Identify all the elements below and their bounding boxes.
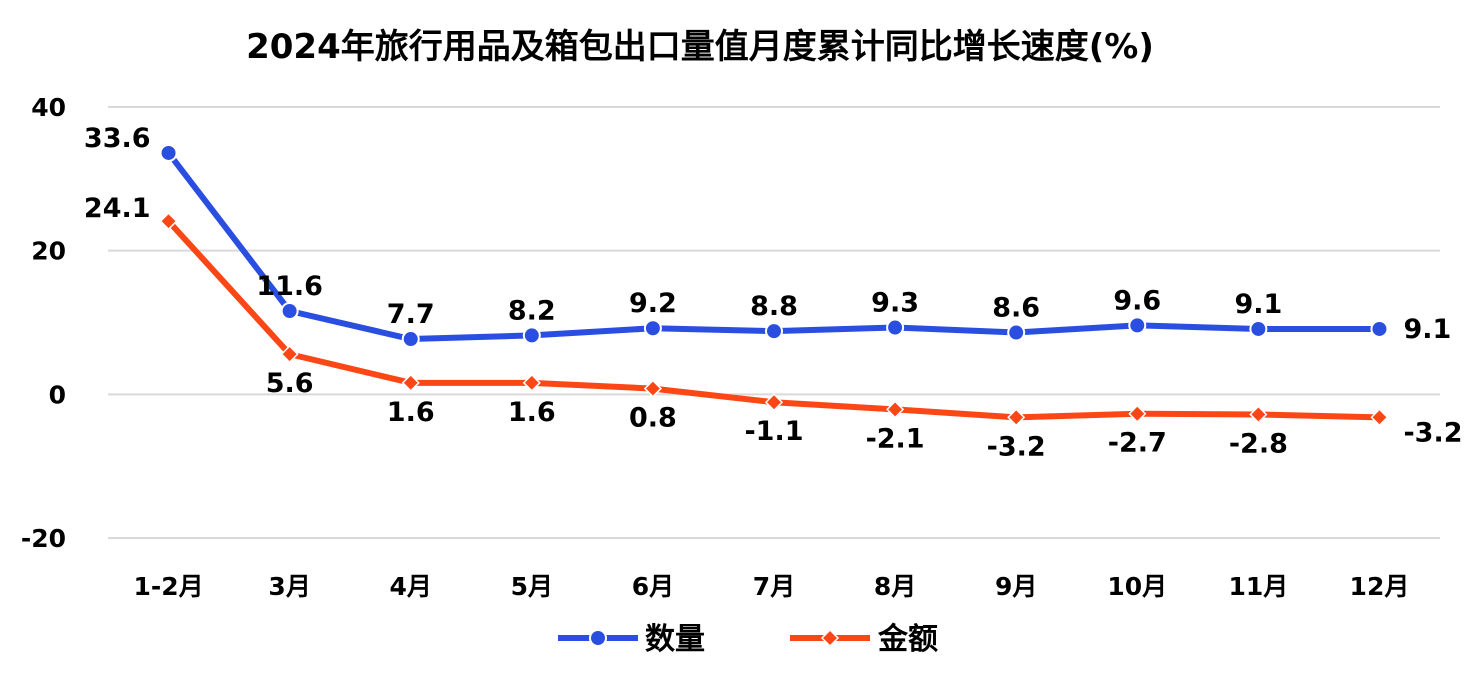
legend-marker xyxy=(589,629,607,647)
data-label: 9.3 xyxy=(871,288,919,319)
y-tick-label: 40 xyxy=(31,93,66,122)
data-point xyxy=(1370,319,1389,338)
data-point xyxy=(765,322,783,341)
data-label: 8.8 xyxy=(750,291,798,322)
data-label: 7.7 xyxy=(387,299,435,330)
x-tick-label: 3月 xyxy=(268,572,310,601)
y-tick-label: 20 xyxy=(31,237,66,266)
data-label: 11.6 xyxy=(256,271,323,302)
data-point xyxy=(1249,319,1268,338)
data-point xyxy=(886,318,905,337)
data-label: -3.2 xyxy=(1403,417,1462,448)
data-label: 9.1 xyxy=(1403,314,1451,345)
series-markers xyxy=(159,143,1389,427)
legend: 数量 金额 xyxy=(558,622,938,657)
x-tick-label: 9月 xyxy=(995,572,1037,601)
data-label: -3.2 xyxy=(987,431,1046,462)
data-point xyxy=(401,330,420,349)
data-label: 1.6 xyxy=(387,397,435,428)
data-point xyxy=(159,143,178,162)
data-label: 8.2 xyxy=(508,295,556,326)
data-point xyxy=(1007,323,1026,342)
x-tick-label: 12月 xyxy=(1350,572,1410,601)
x-tick-label: 1-2月 xyxy=(133,572,203,601)
data-point xyxy=(401,373,420,392)
data-point xyxy=(280,345,299,364)
data-label: 1.6 xyxy=(508,397,556,428)
grid-lines xyxy=(108,106,1440,539)
x-axis-ticks: 1-2月 3月 4月 5月 6月 7月 8月 9月 10月 11月 12月 xyxy=(133,572,1409,601)
x-tick-label: 4月 xyxy=(390,572,432,601)
data-label: -2.1 xyxy=(866,423,925,454)
y-tick-label: -20 xyxy=(21,524,66,553)
data-point xyxy=(1249,405,1268,424)
data-label: 33.6 xyxy=(84,123,151,154)
x-tick-label: 6月 xyxy=(632,572,674,601)
data-point xyxy=(643,379,662,398)
y-axis-ticks: -20 0 20 40 xyxy=(21,93,66,553)
data-point xyxy=(1370,408,1389,427)
data-label: 24.1 xyxy=(84,193,151,224)
x-tick-label: 10月 xyxy=(1107,572,1167,601)
series-lines xyxy=(165,149,1383,421)
data-point xyxy=(159,212,178,231)
data-point xyxy=(1007,408,1026,427)
chart-title: 2024年旅行用品及箱包出口量值月度累计同比增长速度(%) xyxy=(246,27,1154,67)
legend-label: 金额 xyxy=(877,622,938,657)
data-label: 9.1 xyxy=(1234,289,1282,320)
data-point xyxy=(280,302,299,321)
data-point xyxy=(522,326,541,345)
x-tick-label: 8月 xyxy=(874,572,916,601)
data-label: 8.6 xyxy=(992,293,1040,324)
x-tick-label: 5月 xyxy=(511,572,553,601)
legend-label: 数量 xyxy=(645,622,705,657)
data-point xyxy=(1128,404,1147,423)
x-tick-label: 7月 xyxy=(753,572,795,601)
data-label: 0.8 xyxy=(629,403,677,434)
data-point xyxy=(764,393,784,412)
data-label: 9.6 xyxy=(1113,285,1161,316)
x-tick-label: 11月 xyxy=(1228,572,1288,601)
data-label: 5.6 xyxy=(266,368,314,399)
data-label: -1.1 xyxy=(744,416,803,447)
data-point xyxy=(1128,316,1147,335)
data-label: 9.2 xyxy=(629,288,677,319)
data-label: -2.7 xyxy=(1108,428,1167,459)
data-point xyxy=(886,400,905,419)
data-point xyxy=(643,319,662,338)
y-tick-label: 0 xyxy=(49,380,66,409)
data-labels: 33.6 11.6 7.7 8.2 9.2 8.8 9.3 8.6 9.6 9.1 9.1 24.1 5… xyxy=(84,123,1463,462)
data-point xyxy=(522,373,541,392)
data-label: -2.8 xyxy=(1229,428,1288,459)
legend-marker xyxy=(820,628,840,648)
